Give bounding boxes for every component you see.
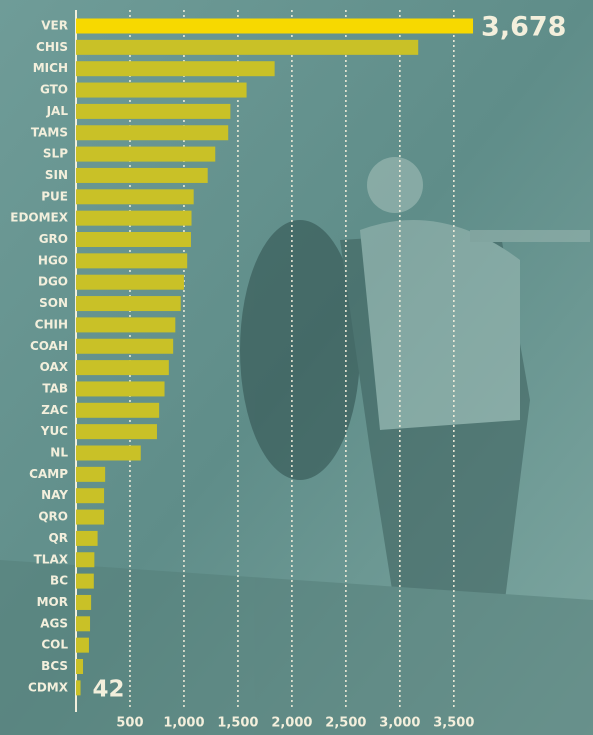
bar <box>76 638 89 653</box>
bar <box>76 232 191 247</box>
category-label: COAH <box>30 339 68 353</box>
bar <box>76 339 173 354</box>
bar <box>76 381 165 396</box>
bar <box>76 595 91 610</box>
bar <box>76 360 169 375</box>
bar <box>76 680 81 695</box>
category-label: QRO <box>38 510 68 524</box>
category-label: PUE <box>41 189 68 203</box>
bar <box>76 616 90 631</box>
bar <box>76 424 157 439</box>
bar <box>76 552 94 567</box>
bar <box>76 317 175 332</box>
category-label: DGO <box>38 275 68 289</box>
value-label: 3,678 <box>481 12 566 43</box>
x-tick-label: 2,500 <box>325 716 366 731</box>
bar <box>76 275 184 290</box>
category-label: VER <box>41 19 68 33</box>
category-label: BCS <box>41 659 68 673</box>
x-tick-label: 3,500 <box>433 716 474 731</box>
category-label: YUC <box>40 424 68 438</box>
bar <box>76 296 181 311</box>
category-label: NL <box>50 446 68 460</box>
x-tick-label: 3,000 <box>379 716 420 731</box>
bar <box>76 574 94 589</box>
category-label: CHIS <box>36 40 68 54</box>
x-tick-label: 2,000 <box>271 716 312 731</box>
category-label: AGS <box>40 616 68 630</box>
category-label: OAX <box>40 360 69 374</box>
category-label: TAMS <box>31 125 68 139</box>
category-label: TAB <box>42 381 68 395</box>
bar <box>76 446 141 461</box>
category-label: CAMP <box>29 467 68 481</box>
category-label: EDOMEX <box>10 211 68 225</box>
category-label: GTO <box>40 83 68 97</box>
category-label: MOR <box>37 595 68 609</box>
bar <box>76 40 418 55</box>
category-label: ZAC <box>41 403 68 417</box>
bar <box>76 104 230 119</box>
bar <box>76 253 187 268</box>
bar <box>76 403 159 418</box>
x-tick-label: 1,000 <box>163 716 204 731</box>
bar <box>76 510 104 525</box>
bar <box>76 61 275 76</box>
bar <box>76 125 228 140</box>
category-label: HGO <box>38 253 68 267</box>
category-label: CDMX <box>28 680 69 694</box>
chart: 500 1,000 1,500 2,000 2,500 3,000 3,500 VER 3,67… <box>0 0 593 735</box>
category-label: JAL <box>46 104 69 118</box>
bar <box>76 659 83 674</box>
page: {"chart_data": {"type": "bar", "orientat… <box>0 0 593 735</box>
category-label: QR <box>49 531 68 545</box>
category-label: SON <box>39 296 68 310</box>
bar <box>76 467 105 482</box>
value-label: 42 <box>93 676 125 702</box>
bar <box>76 19 473 34</box>
category-label: COL <box>41 638 68 652</box>
bar <box>76 189 194 204</box>
category-label: NAY <box>41 488 68 502</box>
bar <box>76 83 247 98</box>
category-label: CHIH <box>35 317 68 331</box>
bar <box>76 168 208 183</box>
category-label: BC <box>50 574 68 588</box>
category-label: MICH <box>33 61 68 75</box>
x-tick-label: 500 <box>116 716 143 731</box>
bar <box>76 531 98 546</box>
bar <box>76 211 192 226</box>
bar <box>76 147 215 162</box>
category-label: SLP <box>43 147 68 161</box>
bar <box>76 488 104 503</box>
category-label: SIN <box>45 168 68 182</box>
x-tick-label: 1,500 <box>217 716 258 731</box>
category-label: GRO <box>39 232 68 246</box>
category-label: TLAX <box>34 552 69 566</box>
